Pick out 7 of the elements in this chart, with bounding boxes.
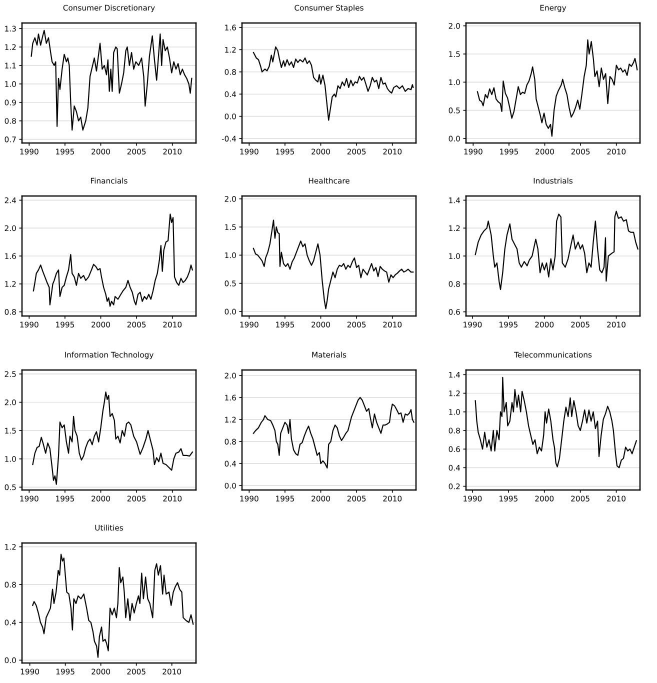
line-series: [30, 30, 192, 131]
line-series: [474, 376, 637, 468]
line-series: [252, 220, 414, 310]
line-series: [32, 392, 193, 485]
line-series: [32, 214, 193, 307]
line-series: [476, 39, 638, 137]
line-series: [32, 554, 194, 658]
